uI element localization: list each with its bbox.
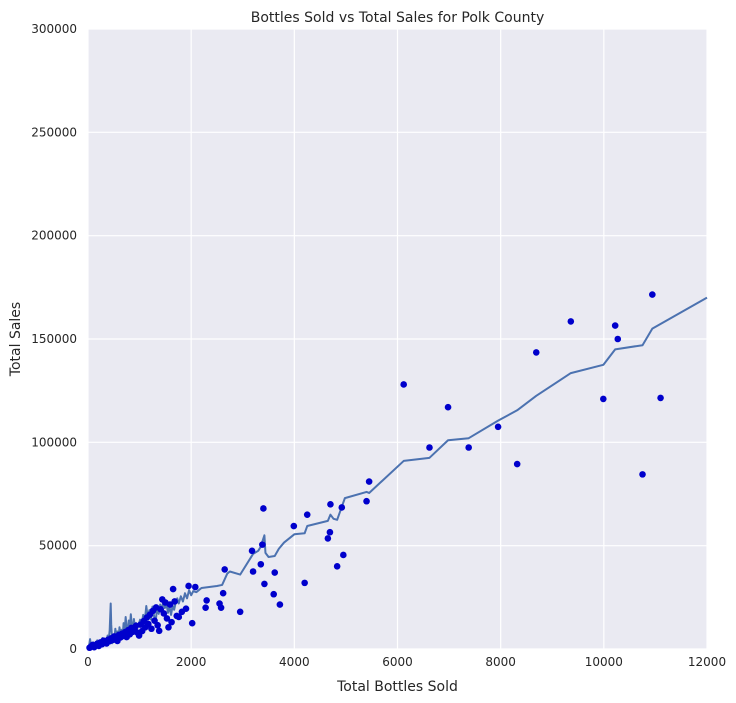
data-point: [259, 541, 266, 548]
y-tick-label: 50000: [39, 539, 77, 553]
data-point: [338, 504, 346, 511]
data-point: [567, 318, 575, 325]
data-point: [301, 579, 308, 587]
data-point: [248, 547, 256, 555]
y-tick-label: 0: [69, 642, 77, 656]
data-point: [426, 444, 433, 451]
data-point: [261, 580, 268, 588]
data-point: [611, 322, 619, 329]
x-tick-label: 10000: [585, 655, 623, 669]
data-point: [175, 613, 183, 621]
data-point: [290, 522, 298, 530]
data-point: [165, 624, 172, 631]
data-point: [614, 335, 622, 343]
data-point: [657, 394, 664, 402]
data-point: [202, 604, 209, 611]
data-point: [324, 535, 332, 542]
data-point: [276, 601, 284, 608]
data-point: [163, 615, 171, 622]
y-tick-label: 300000: [31, 22, 77, 36]
data-point: [169, 585, 177, 593]
data-point: [270, 590, 278, 598]
data-point: [532, 349, 540, 356]
data-point: [326, 528, 334, 536]
data-point: [465, 444, 472, 451]
data-point: [148, 625, 155, 633]
y-tick-label: 150000: [31, 332, 77, 346]
data-point: [160, 610, 168, 617]
x-tick-label: 2000: [176, 655, 207, 669]
data-point: [333, 563, 341, 570]
data-point: [257, 560, 265, 568]
data-point: [145, 620, 152, 628]
data-point: [203, 597, 210, 604]
data-point: [271, 569, 279, 576]
data-point: [513, 460, 521, 468]
data-point: [219, 589, 227, 597]
y-axis-label: Total Sales: [8, 302, 24, 377]
x-axis-label: Total Bottles Sold: [336, 679, 458, 695]
y-tick-label: 200000: [31, 229, 77, 243]
data-point: [649, 291, 656, 298]
data-point: [444, 403, 452, 411]
y-tick-label: 100000: [31, 435, 77, 449]
data-point: [327, 501, 334, 508]
data-point: [185, 582, 192, 590]
chart-title: Bottles Sold vs Total Sales for Polk Cou…: [251, 10, 544, 26]
x-tick-label: 8000: [485, 655, 516, 669]
data-point: [155, 627, 163, 635]
data-point: [236, 608, 244, 616]
data-point: [639, 471, 646, 478]
data-point: [188, 619, 196, 627]
data-point: [400, 381, 407, 388]
data-point: [217, 604, 225, 611]
data-point: [249, 568, 257, 575]
x-tick-label: 4000: [279, 655, 310, 669]
data-point: [171, 598, 178, 605]
data-point: [494, 423, 502, 431]
data-point: [191, 583, 199, 591]
data-point: [303, 511, 311, 518]
data-point: [168, 618, 175, 626]
data-point: [365, 478, 373, 485]
data-point: [363, 497, 370, 505]
data-point: [221, 566, 228, 573]
data-point: [600, 395, 607, 403]
grid-lines: [87, 28, 708, 650]
scatter-series: [86, 291, 664, 652]
x-tick-label: 6000: [382, 655, 413, 669]
data-point: [260, 505, 267, 512]
data-point: [182, 605, 190, 612]
tick-labels: 0 2000 4000 6000 8000 10000 12000 0 50000 100000 1…: [31, 22, 726, 669]
x-tick-label: 0: [84, 655, 92, 669]
x-tick-label: 12000: [688, 655, 726, 669]
data-point: [154, 621, 161, 629]
y-tick-label: 250000: [31, 125, 77, 139]
data-point: [340, 551, 347, 559]
data-point: [166, 601, 174, 608]
